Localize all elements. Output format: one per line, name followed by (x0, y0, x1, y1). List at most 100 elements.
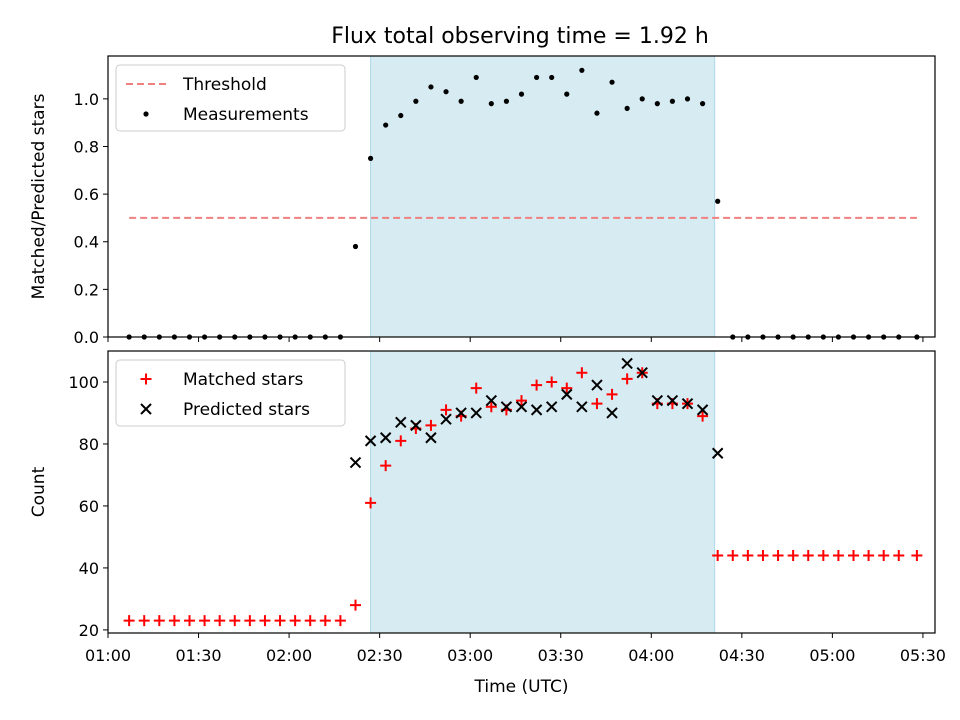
matched-stars-point (621, 373, 633, 385)
measurement-point (518, 91, 525, 97)
predicted-stars-point (410, 419, 422, 432)
matched-stars-point (832, 550, 844, 562)
shaded-region (370, 56, 715, 337)
predicted-stars-point (379, 432, 392, 444)
shaded-region (370, 351, 715, 633)
predicted-stars-point (666, 394, 679, 407)
legend-label: Measurements (183, 105, 309, 125)
chart-title: Flux total observing time = 1.92 h (331, 24, 709, 49)
matched-stars-point (485, 401, 497, 413)
legend-measurement-swatch (143, 111, 149, 117)
legend-label: Predicted stars (183, 400, 310, 420)
predicted-stars-point (545, 401, 558, 413)
matched-stars-point (546, 376, 558, 388)
y-tick-label: 0.8 (74, 137, 99, 156)
matched-stars-point (712, 550, 724, 562)
matched-stars-point (911, 550, 923, 562)
matched-stars-point (229, 615, 241, 627)
x-tick-label: 05:30 (900, 646, 946, 665)
measurement-point (564, 91, 570, 97)
measurement-point (473, 74, 479, 81)
y-axis-label: Matched/Predicted stars (29, 93, 49, 299)
x-tick-label: 04:00 (628, 646, 674, 665)
matched-stars-point (848, 550, 860, 562)
x-tick-label: 02:00 (266, 646, 312, 665)
y-tick-label: 60 (79, 497, 99, 516)
axes-frame (107, 55, 936, 338)
x-tick-label: 04:30 (719, 646, 765, 665)
matched-stars-point (168, 615, 180, 627)
legend-label: Matched stars (183, 370, 303, 390)
matched-stars-point (591, 398, 603, 410)
x-tick-label: 01:30 (175, 646, 221, 665)
legend-box (115, 64, 346, 132)
matched-stars-point (365, 497, 377, 509)
matched-stars-point (817, 550, 829, 562)
top-panel: 0.0 0.2 0.4 0.6 0.8 1.0 Matched/Predicted star… (29, 55, 936, 347)
matched-stars-point (334, 615, 346, 627)
matched-stars-point (727, 550, 739, 562)
matched-stars-point (349, 599, 361, 611)
matched-stars-point (440, 404, 452, 416)
predicted-stars-point (515, 401, 528, 413)
measurement-point (669, 98, 676, 104)
matched-stars-point (259, 615, 271, 627)
predicted-stars-point (364, 435, 377, 447)
measurement-point (383, 122, 389, 128)
matched-stars-point (757, 550, 769, 562)
matched-stars-point (289, 615, 301, 627)
predicted-stars-point (395, 416, 407, 428)
measurement-point (367, 155, 374, 161)
predicted-stars-point (500, 401, 513, 413)
measurement-point (579, 67, 585, 73)
matched-stars-point (183, 615, 195, 627)
bottom-panel: 20 40 60 80 100 01:00 01:30 02:00 02:30 03:00 03:3… (29, 350, 946, 697)
predicted-stars-point (681, 397, 694, 410)
matched-stars-point (380, 460, 392, 472)
y-tick-label: 0.0 (74, 328, 99, 347)
predicted-stars-point (711, 447, 724, 459)
y-tick-label: 80 (79, 435, 99, 454)
matched-stars-point (516, 395, 527, 407)
matched-stars-point (319, 615, 331, 627)
matched-stars-point (395, 435, 407, 447)
predicted-stars-point (696, 404, 709, 416)
x-tick-label: 01:00 (85, 646, 131, 665)
legend-matched-swatch (140, 373, 152, 385)
matched-stars-point (274, 615, 286, 627)
x-axis-label: Time (UTC) (474, 677, 569, 697)
predicted-stars-point (440, 413, 452, 425)
predicted-stars-point (425, 432, 437, 444)
measurement-point (398, 112, 404, 119)
predicted-stars-point (606, 407, 618, 419)
measurement-point (654, 101, 660, 107)
measurement-point (428, 84, 434, 90)
matched-stars-point (304, 615, 316, 627)
x-tick-label: 02:30 (357, 646, 403, 665)
measurement-point (639, 96, 645, 102)
x-tick-label: 03:30 (538, 646, 584, 665)
legend-predicted-swatch (140, 403, 152, 415)
y-tick-label: 20 (79, 621, 99, 640)
predicted-stars-point (591, 379, 603, 391)
matched-stars-point (787, 550, 799, 562)
measurement-point (594, 110, 600, 116)
predicted-stars-point (530, 404, 543, 416)
measurement-point (458, 98, 464, 104)
y-axis-label: Count (29, 466, 49, 517)
predicted-stars-point (621, 357, 633, 370)
measurement-point (443, 89, 449, 95)
measurement-point (699, 101, 706, 107)
predicted-stars-point (576, 401, 588, 413)
y-tick-label: 0.4 (74, 233, 99, 252)
predicted-stars-point (455, 407, 467, 419)
y-tick-label: 0.6 (74, 185, 99, 204)
matched-stars-point (470, 382, 482, 394)
matched-stars-point (561, 382, 573, 394)
matched-stars-point (153, 615, 165, 627)
predicted-stars-point (651, 394, 664, 407)
matched-stars-point (606, 388, 618, 400)
matched-stars-point (199, 615, 211, 627)
y-tick-label: 0.2 (74, 280, 99, 299)
matched-stars-point (863, 550, 875, 562)
